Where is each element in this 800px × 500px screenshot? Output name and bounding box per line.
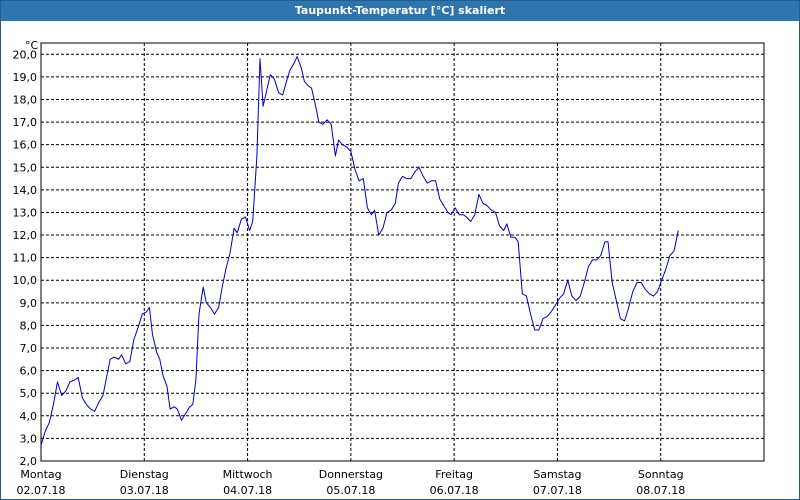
y-tick-label: 11,0 (13, 252, 38, 265)
x-tick-day-label: Mittwoch (223, 468, 273, 481)
y-tick-label: 14,0 (13, 184, 38, 197)
y-tick-label: 12,0 (13, 229, 38, 242)
y-tick-label: 17,0 (13, 116, 38, 129)
y-tick-label: 18,0 (13, 93, 38, 106)
x-tick-date-label: 04.07.18 (223, 484, 272, 497)
x-axis: Montag 02.07.18 Dienstag 03.07.18 Mittwoch 04… (17, 468, 686, 497)
plot-frame (40, 42, 765, 462)
y-tick-label: 3,0 (20, 432, 38, 445)
x-tick-day-label: Donnerstag (319, 468, 383, 481)
dewpoint-chart: °C 2,0 3,0 4,0 5,0 6,0 7,0 8,0 9,0 10,0 11,0 12,0 1… (13, 39, 765, 497)
x-tick-date-label: 05.07.18 (326, 484, 375, 497)
y-tick-label: 7,0 (20, 342, 38, 355)
y-tick-label: 13,0 (13, 206, 38, 219)
y-tick-label: 20,0 (13, 48, 38, 61)
y-axis: °C 2,0 3,0 4,0 5,0 6,0 7,0 8,0 9,0 10,0 11,0 12,0 1… (13, 39, 39, 468)
y-tick-label: 8,0 (20, 319, 38, 332)
x-tick-date-label: 02.07.18 (17, 484, 66, 497)
x-tick-day-label: Dienstag (120, 468, 169, 481)
x-tick-date-label: 07.07.18 (533, 484, 582, 497)
x-tick-date-label: 08.07.18 (636, 484, 685, 497)
y-tick-label: 2,0 (20, 455, 38, 468)
y-axis-unit: °C (25, 39, 39, 52)
x-tick-day-label: Sonntag (638, 468, 684, 481)
x-tick-day-label: Samstag (533, 468, 581, 481)
series-layer (40, 56, 679, 446)
x-tick-day-label: Montag (20, 468, 61, 481)
y-tick-label: 19,0 (13, 71, 38, 84)
y-tick-label: 5,0 (20, 387, 38, 400)
y-tick-label: 6,0 (20, 365, 38, 378)
x-tick-date-label: 06.07.18 (430, 484, 479, 497)
series-line (40, 56, 679, 446)
y-tick-label: 15,0 (13, 161, 38, 174)
x-tick-date-label: 03.07.18 (120, 484, 169, 497)
y-tick-label: 10,0 (13, 274, 38, 287)
y-tick-label: 4,0 (20, 410, 38, 423)
grid-lines (41, 43, 764, 462)
x-tick-day-label: Freitag (435, 468, 473, 481)
y-tick-label: 16,0 (13, 139, 38, 152)
window-title: Taupunkt-Temperatur [°C] skaliert (1, 1, 799, 21)
y-tick-label: 9,0 (20, 297, 38, 310)
